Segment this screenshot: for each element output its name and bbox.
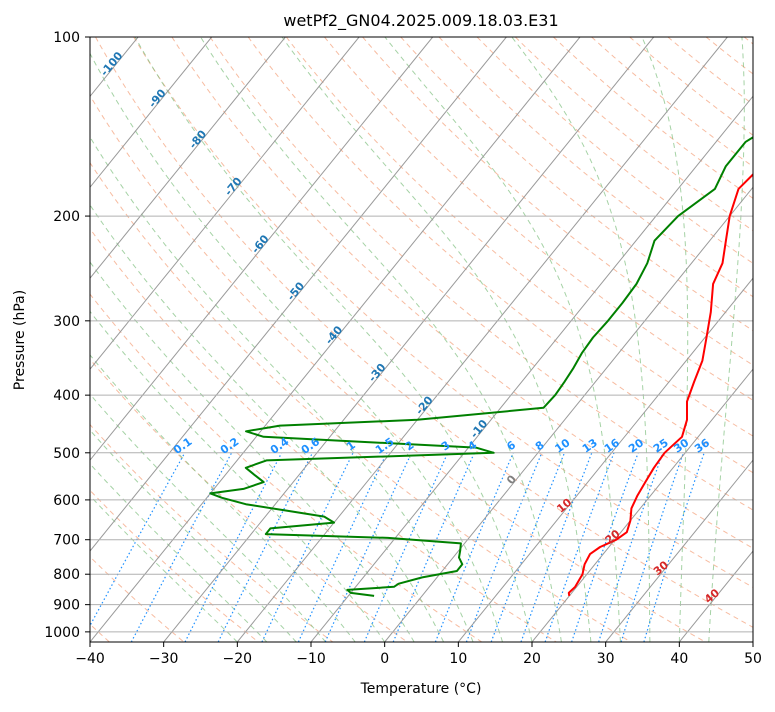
y-tick-label: 500 — [53, 446, 80, 462]
y-axis-label: Pressure (hPa) — [12, 290, 28, 390]
x-tick-label: 40 — [670, 651, 688, 667]
y-tick-label: 900 — [53, 598, 80, 614]
y-tick-label: 200 — [53, 209, 80, 225]
x-tick-label: −40 — [75, 651, 105, 667]
x-axis-label: Temperature (°C) — [360, 681, 482, 697]
y-tick-label: 400 — [53, 388, 80, 404]
y-tick-label: 1000 — [44, 625, 80, 641]
y-tick-label: 700 — [53, 533, 80, 549]
x-tick-label: 50 — [744, 651, 762, 667]
y-tick-label: 300 — [53, 314, 80, 330]
x-tick-label: 10 — [449, 651, 467, 667]
x-tick-label: −10 — [296, 651, 326, 667]
x-tick-label: −30 — [149, 651, 179, 667]
x-tick-label: 0 — [380, 651, 389, 667]
x-tick-label: −20 — [223, 651, 253, 667]
y-tick-label: 800 — [53, 567, 80, 583]
x-tick-label: 30 — [597, 651, 615, 667]
y-tick-label: 100 — [53, 30, 80, 46]
y-tick-label: 600 — [53, 493, 80, 509]
chart-title: wetPf2_GN04.2025.009.18.03.E31 — [283, 11, 558, 31]
x-tick-label: 20 — [523, 651, 541, 667]
